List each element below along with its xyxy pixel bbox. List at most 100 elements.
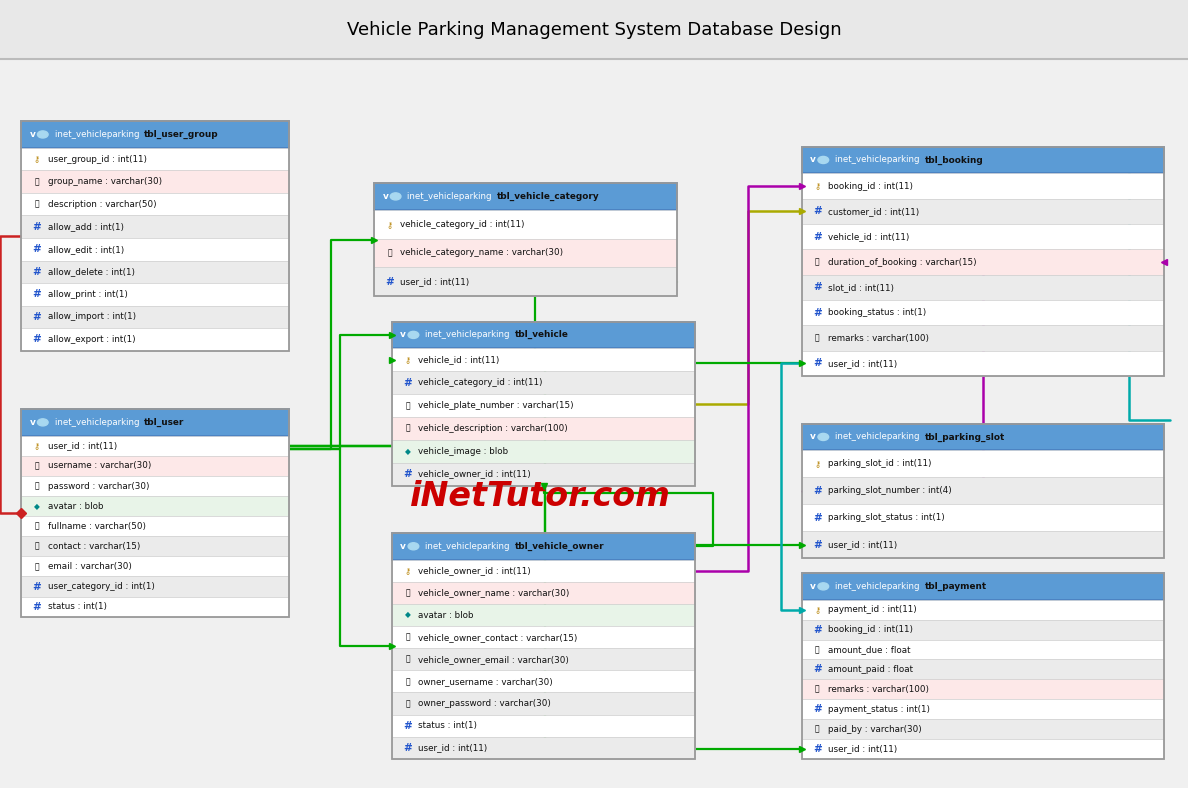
Text: owner_password : varchar(30): owner_password : varchar(30) bbox=[418, 699, 551, 708]
FancyBboxPatch shape bbox=[21, 148, 289, 170]
FancyBboxPatch shape bbox=[21, 306, 289, 328]
Text: 🔒: 🔒 bbox=[405, 424, 410, 433]
Text: inet_vehicleparking: inet_vehicleparking bbox=[407, 192, 494, 201]
Text: 🔒: 🔒 bbox=[34, 562, 39, 571]
Text: #: # bbox=[32, 267, 42, 277]
Text: tbl_payment: tbl_payment bbox=[924, 582, 986, 591]
Text: avatar : blob: avatar : blob bbox=[418, 611, 474, 619]
Text: vehicle_category_id : int(11): vehicle_category_id : int(11) bbox=[418, 378, 543, 387]
Text: #: # bbox=[813, 206, 822, 217]
Text: inet_vehicleparking: inet_vehicleparking bbox=[425, 542, 512, 551]
Text: 🔒: 🔒 bbox=[405, 401, 410, 410]
Circle shape bbox=[817, 583, 829, 590]
FancyBboxPatch shape bbox=[392, 582, 695, 604]
FancyBboxPatch shape bbox=[802, 600, 1164, 619]
Text: payment_status : int(1): payment_status : int(1) bbox=[828, 704, 930, 714]
Text: #: # bbox=[385, 277, 394, 287]
FancyBboxPatch shape bbox=[392, 371, 695, 394]
FancyBboxPatch shape bbox=[21, 476, 289, 496]
FancyBboxPatch shape bbox=[392, 671, 695, 693]
Text: user_group_id : int(11): user_group_id : int(11) bbox=[48, 154, 146, 164]
Circle shape bbox=[390, 193, 402, 200]
Text: ⚷: ⚷ bbox=[814, 605, 821, 614]
Text: vehicle_plate_number : varchar(15): vehicle_plate_number : varchar(15) bbox=[418, 401, 574, 410]
Text: parking_slot_number : int(4): parking_slot_number : int(4) bbox=[828, 486, 952, 496]
Text: #: # bbox=[32, 602, 42, 611]
FancyBboxPatch shape bbox=[392, 693, 695, 715]
Text: inet_vehicleparking: inet_vehicleparking bbox=[55, 418, 141, 427]
Text: 🔒: 🔒 bbox=[34, 542, 39, 551]
Text: inet_vehicleparking: inet_vehicleparking bbox=[55, 130, 141, 139]
Text: vehicle_owner_id : int(11): vehicle_owner_id : int(11) bbox=[418, 567, 531, 575]
Text: ⚷: ⚷ bbox=[33, 154, 40, 164]
FancyBboxPatch shape bbox=[21, 409, 289, 436]
FancyBboxPatch shape bbox=[21, 537, 289, 556]
Text: v: v bbox=[400, 330, 406, 340]
Text: booking_status : int(1): booking_status : int(1) bbox=[828, 308, 927, 318]
FancyBboxPatch shape bbox=[802, 451, 1164, 478]
Text: v: v bbox=[383, 192, 388, 201]
FancyBboxPatch shape bbox=[21, 328, 289, 351]
Text: #: # bbox=[813, 664, 822, 675]
Text: vehicle_category_id : int(11): vehicle_category_id : int(11) bbox=[400, 220, 525, 229]
Text: #: # bbox=[813, 232, 822, 242]
Text: v: v bbox=[810, 582, 816, 591]
FancyBboxPatch shape bbox=[21, 121, 289, 148]
Text: avatar : blob: avatar : blob bbox=[48, 502, 103, 511]
FancyBboxPatch shape bbox=[392, 559, 695, 582]
Text: tbl_vehicle_owner: tbl_vehicle_owner bbox=[514, 541, 605, 551]
FancyBboxPatch shape bbox=[802, 504, 1164, 531]
Text: user_id : int(11): user_id : int(11) bbox=[48, 441, 116, 450]
Text: ⚷: ⚷ bbox=[404, 567, 411, 575]
Text: contact : varchar(15): contact : varchar(15) bbox=[48, 542, 140, 551]
Text: payment_id : int(11): payment_id : int(11) bbox=[828, 605, 917, 614]
Text: vehicle_category_name : varchar(30): vehicle_category_name : varchar(30) bbox=[400, 248, 563, 258]
Text: ⚷: ⚷ bbox=[814, 181, 821, 191]
FancyBboxPatch shape bbox=[802, 199, 1164, 224]
FancyBboxPatch shape bbox=[21, 193, 289, 215]
Text: ◆: ◆ bbox=[405, 447, 410, 455]
Text: #: # bbox=[813, 513, 822, 523]
Text: parking_slot_status : int(1): parking_slot_status : int(1) bbox=[828, 513, 944, 522]
Text: iNetTutor.com: iNetTutor.com bbox=[410, 480, 671, 513]
Text: 🔒: 🔒 bbox=[815, 645, 820, 654]
Text: #: # bbox=[813, 625, 822, 634]
Text: #: # bbox=[403, 721, 412, 730]
FancyBboxPatch shape bbox=[802, 699, 1164, 719]
Text: allow_import : int(1): allow_import : int(1) bbox=[48, 312, 135, 322]
FancyBboxPatch shape bbox=[802, 224, 1164, 250]
FancyBboxPatch shape bbox=[21, 238, 289, 261]
Text: booking_id : int(11): booking_id : int(11) bbox=[828, 181, 914, 191]
Text: vehicle_owner_name : varchar(30): vehicle_owner_name : varchar(30) bbox=[418, 589, 569, 597]
Text: allow_export : int(1): allow_export : int(1) bbox=[48, 335, 135, 344]
FancyBboxPatch shape bbox=[802, 573, 1164, 600]
Text: vehicle_owner_email : varchar(30): vehicle_owner_email : varchar(30) bbox=[418, 655, 569, 663]
Text: 🔒: 🔒 bbox=[387, 248, 392, 258]
Text: 🔒: 🔒 bbox=[34, 199, 39, 209]
FancyBboxPatch shape bbox=[392, 715, 695, 737]
Text: 🔒: 🔒 bbox=[815, 333, 820, 343]
FancyBboxPatch shape bbox=[392, 440, 695, 463]
Text: vehicle_owner_id : int(11): vehicle_owner_id : int(11) bbox=[418, 470, 531, 478]
FancyBboxPatch shape bbox=[392, 417, 695, 440]
FancyBboxPatch shape bbox=[21, 261, 289, 283]
Text: ⚷: ⚷ bbox=[814, 459, 821, 468]
Text: ◆: ◆ bbox=[34, 502, 39, 511]
Text: #: # bbox=[813, 744, 822, 754]
FancyBboxPatch shape bbox=[802, 640, 1164, 660]
Text: paid_by : varchar(30): paid_by : varchar(30) bbox=[828, 724, 922, 734]
FancyBboxPatch shape bbox=[21, 516, 289, 537]
Text: description : varchar(50): description : varchar(50) bbox=[48, 199, 156, 209]
Text: #: # bbox=[32, 244, 42, 255]
Circle shape bbox=[409, 331, 419, 338]
Text: v: v bbox=[810, 155, 816, 165]
Text: 🔒: 🔒 bbox=[34, 177, 39, 186]
FancyBboxPatch shape bbox=[374, 183, 677, 210]
Text: allow_add : int(1): allow_add : int(1) bbox=[48, 222, 124, 231]
FancyBboxPatch shape bbox=[802, 679, 1164, 699]
FancyBboxPatch shape bbox=[21, 283, 289, 306]
FancyBboxPatch shape bbox=[374, 267, 677, 296]
Text: user_id : int(11): user_id : int(11) bbox=[400, 277, 469, 286]
FancyBboxPatch shape bbox=[374, 210, 677, 239]
Text: #: # bbox=[32, 289, 42, 299]
